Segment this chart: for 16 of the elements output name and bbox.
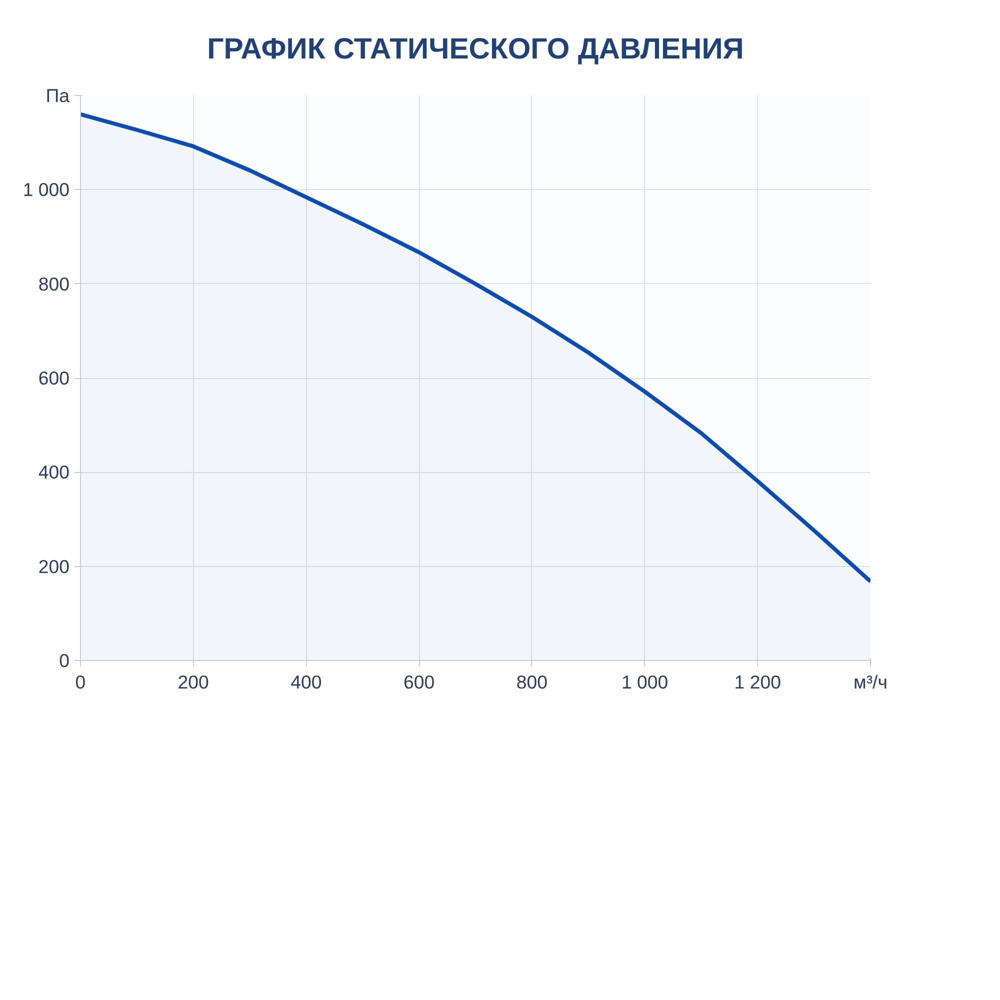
x-tick-label: 400 (290, 672, 322, 692)
x-tick-label: 1 000 (621, 672, 668, 692)
y-tick-label: 400 (38, 462, 70, 483)
y-tick-label: 600 (38, 368, 70, 388)
x-tick-label: 600 (404, 672, 435, 692)
chart-title: ГРАФИК СТАТИЧЕСКОГО ДАВЛЕНИЯ (207, 32, 744, 66)
x-tick-label: 800 (516, 672, 548, 692)
x-tick-label: 0 (75, 672, 86, 692)
y-tick-label: 200 (38, 556, 70, 577)
y-tick-label: 1 000 (22, 179, 70, 200)
y-tick-label: Па (46, 85, 70, 106)
y-tick-label: 800 (38, 273, 70, 294)
x-tick-label: м³/ч (854, 672, 888, 692)
x-tick-label: 1 200 (734, 672, 781, 692)
x-tick-label: 200 (178, 672, 209, 692)
y-tick-label: 0 (59, 650, 70, 671)
